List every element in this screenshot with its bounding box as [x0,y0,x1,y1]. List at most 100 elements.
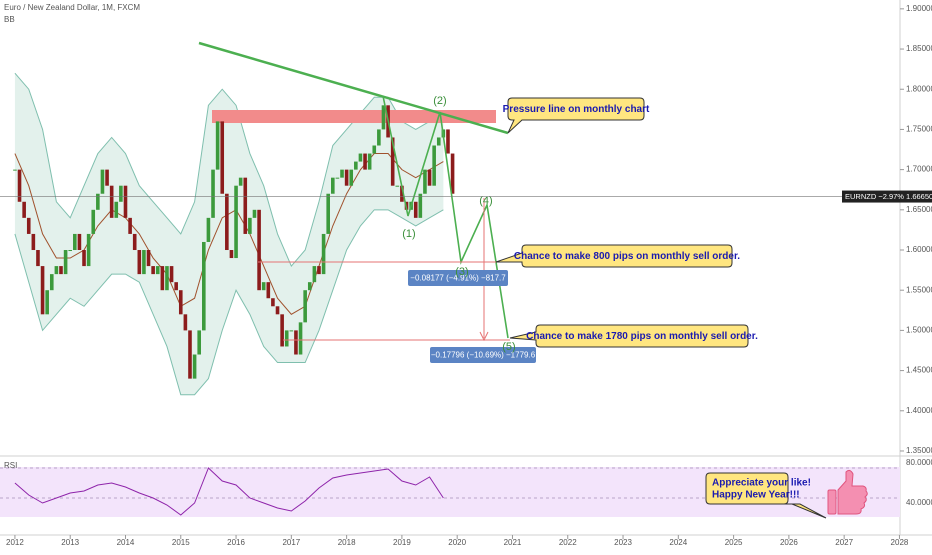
candle [128,217,132,234]
candle [307,282,312,291]
candle [77,233,82,251]
y-tick-label: 1.65000 [906,205,932,214]
candle [450,153,455,194]
x-tick-label: 2023 [614,538,632,547]
candle [298,322,303,355]
callout-text: Happy New Year!!! [712,490,800,501]
candle [321,233,326,275]
candle [68,250,73,252]
x-tick-label: 2028 [891,538,909,547]
rsi-tick-label: 40.0000 [906,498,932,507]
candle [183,314,188,331]
candle [243,177,248,234]
x-tick-label: 2027 [835,538,853,547]
candle [303,290,307,323]
axes: EURNZD −2.97% 1.66650 1.35000 1.40000 1.450… [0,4,932,547]
candle [142,250,146,275]
candle [229,250,234,259]
measure-box [408,270,508,286]
candle [114,201,119,218]
candle [377,129,381,146]
candle [349,169,354,186]
x-tick-label: 2022 [559,538,577,547]
y-tick-label: 1.80000 [906,84,932,93]
wave-path [382,95,509,339]
candle [26,217,31,234]
candle [73,233,77,251]
candle [390,137,395,186]
candle [289,330,294,332]
candle [275,306,280,315]
thumb-cuff [827,489,837,515]
candle [91,209,96,234]
candle [358,153,363,162]
candle [248,217,252,234]
candle [17,169,22,202]
candle [271,298,275,307]
callout-text: Appreciate your like! [712,478,811,489]
candle [294,330,298,355]
candle [436,137,441,146]
callout-text: Chance to make 1780 pips on monthly sell… [526,331,758,342]
candle [257,209,261,291]
candle [132,233,137,251]
candle [178,290,183,315]
candle [413,201,418,218]
x-tick-label: 2019 [393,538,411,547]
candle [123,185,128,218]
candle [220,121,225,194]
candle [234,185,238,259]
wave-label: (4) [479,195,492,207]
candle [54,266,59,275]
candle [109,185,114,218]
candle [418,193,423,218]
candle [427,169,432,186]
candle [155,266,160,275]
candle [31,233,36,251]
candle [335,177,340,179]
callout-box [507,97,645,134]
candle [165,266,169,291]
candle [82,250,86,267]
rsi-label: RSI [4,461,17,470]
candle [206,217,211,242]
candle [192,354,197,379]
candle [367,153,372,170]
x-tick-label: 2018 [338,538,356,547]
candle [266,282,271,299]
candle [146,250,151,267]
x-tick-label: 2021 [504,538,522,547]
candle [317,266,321,275]
thumbs-up-icon [827,469,868,515]
candle [395,185,400,187]
candle [13,169,17,171]
candle [381,105,386,130]
candle [312,266,317,283]
last-price-label: EURNZD −2.97% 1.66650 [845,192,932,201]
candle [40,266,45,315]
thumb-hand [837,469,868,515]
x-tick-label: 2020 [448,538,466,547]
y-tick-label: 1.40000 [906,406,932,415]
candle [215,121,220,170]
y-tick-label: 1.50000 [906,326,932,335]
chart-title: Euro / New Zealand Dollar, 1M, FXCM [4,3,140,12]
x-tick-label: 2014 [117,538,135,547]
bollinger-layer [14,72,444,396]
candle [105,169,109,186]
candle [284,330,289,347]
candle [344,169,349,186]
candle [280,314,284,347]
x-tick-label: 2015 [172,538,190,547]
trend-line [198,41,509,135]
y-tick-label: 1.90000 [906,4,932,13]
candle [197,330,202,355]
y-tick-label: 1.55000 [906,285,932,294]
band-lower [14,209,444,396]
x-tick-label: 2024 [669,538,687,547]
band-upper [14,72,444,268]
x-tick-label: 2013 [61,538,79,547]
x-tick-label: 2017 [282,538,300,547]
candle [238,177,243,186]
